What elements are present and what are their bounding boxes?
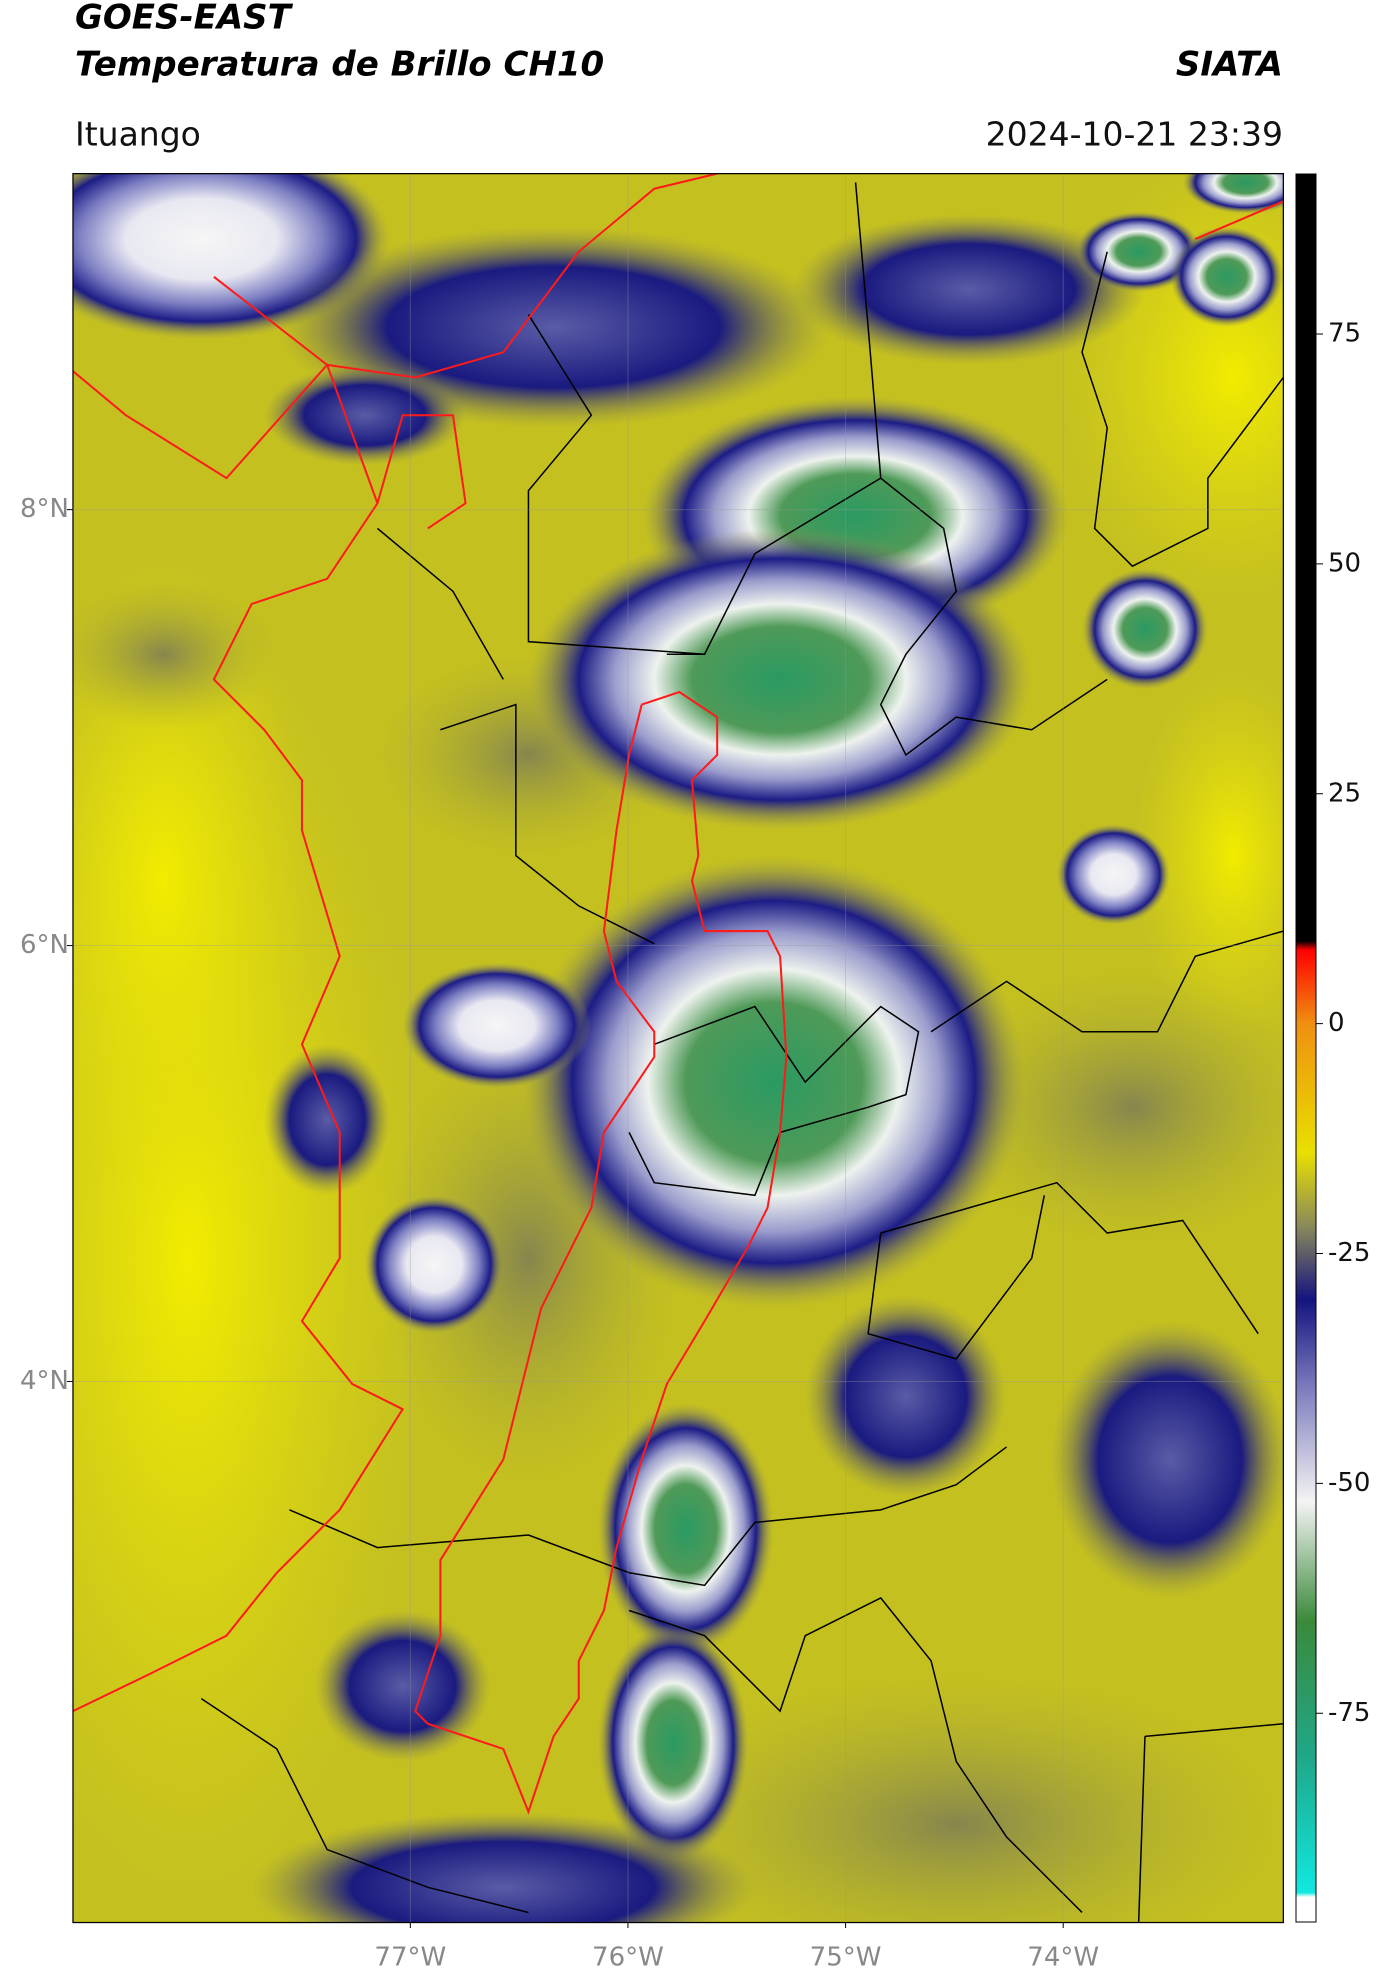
title: GOES-EAST xyxy=(75,0,294,38)
x-tick-label: 77°W xyxy=(374,1943,446,1973)
x-tick-label: 76°W xyxy=(592,1943,664,1973)
satellite-image xyxy=(72,173,1284,1924)
y-tick-label: 4°N xyxy=(20,1366,69,1396)
region: Ituango xyxy=(75,115,201,154)
subtitle: Temperatura de Brillo CH10 xyxy=(75,45,604,85)
colorbar xyxy=(1295,173,1317,1923)
timestamp: 2024-10-21 23:39 xyxy=(986,115,1283,154)
colorbar-tick-label: -75 xyxy=(1328,1698,1370,1728)
colorbar-tick-label: -50 xyxy=(1328,1468,1370,1498)
y-tick-label: 8°N xyxy=(20,494,69,524)
colorbar-tick-label: 50 xyxy=(1328,548,1361,578)
colorbar-tick-label: 0 xyxy=(1328,1008,1345,1038)
source: SIATA xyxy=(1176,45,1283,85)
grid xyxy=(73,174,1283,1922)
x-tick-label: 74°W xyxy=(1027,1943,1099,1973)
colorbar-tick-label: 75 xyxy=(1328,318,1361,348)
colorbar-tick-label: -25 xyxy=(1328,1238,1370,1268)
colorbar-tick-label: 25 xyxy=(1328,778,1361,808)
x-tick-label: 75°W xyxy=(810,1943,882,1973)
y-tick-label: 6°N xyxy=(20,930,69,960)
